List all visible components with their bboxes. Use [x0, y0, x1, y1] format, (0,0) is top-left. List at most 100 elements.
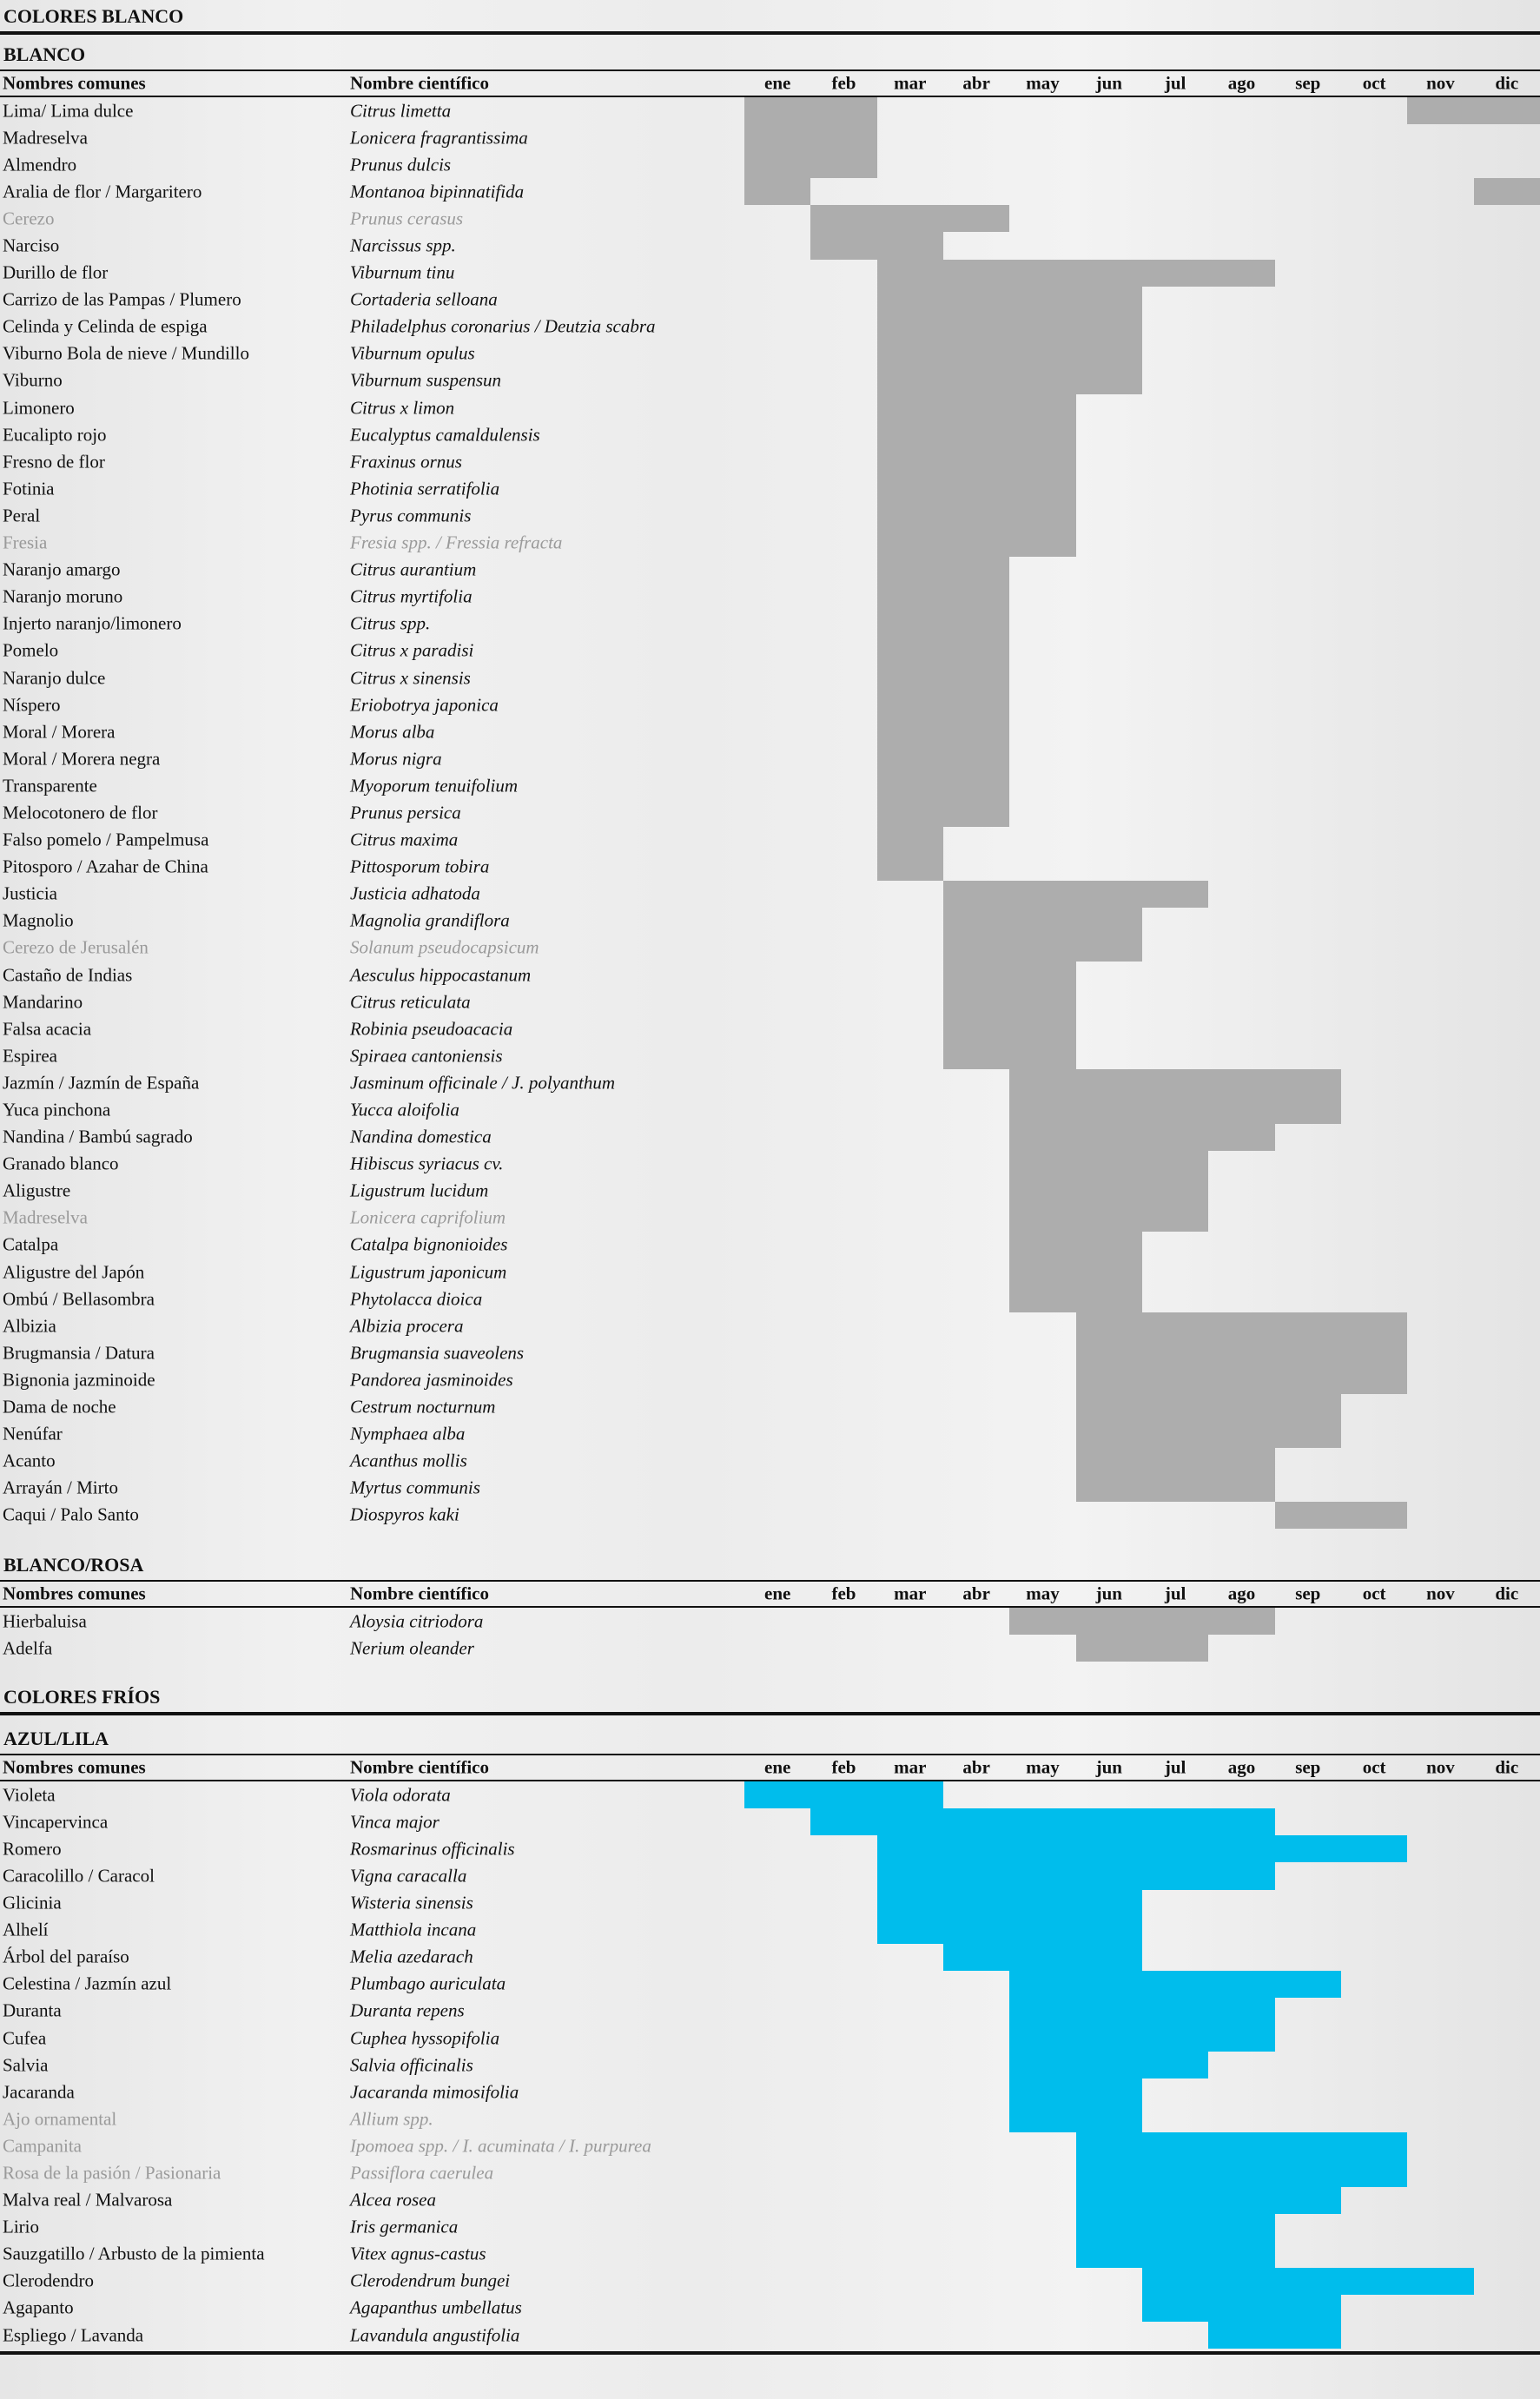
- bloom-months: [744, 745, 1540, 773]
- bloom-bar: [744, 124, 877, 152]
- table-row: Narciso Narcissus spp.: [0, 232, 1540, 260]
- bloom-months: [744, 2078, 1540, 2106]
- common-name: Moral / Morera negra: [3, 748, 161, 770]
- month-header-may: may: [1026, 1756, 1060, 1778]
- bloom-months: [744, 1069, 1540, 1097]
- scientific-name: Alcea rosea: [350, 2189, 436, 2211]
- scientific-name: Wisteria sinensis: [350, 1892, 473, 1913]
- table-row: Injerto naranjo/limonero Citrus spp.: [0, 610, 1540, 638]
- scientific-name: Pandorea jasminoides: [350, 1369, 513, 1391]
- month-header-ago: ago: [1227, 72, 1256, 94]
- bloom-months: [744, 799, 1540, 827]
- header-common-names: Nombres comunes: [3, 1756, 146, 1778]
- bloom-months: [744, 1501, 1540, 1529]
- bloom-months: [744, 421, 1540, 449]
- bloom-months: [744, 691, 1540, 719]
- common-name: Carrizo de las Pampas / Plumero: [3, 288, 241, 310]
- section-title: BLANCO: [0, 35, 1540, 71]
- bloom-months: [744, 1916, 1540, 1944]
- common-name: Naranjo amargo: [3, 558, 121, 580]
- bloom-bar: [1009, 1607, 1275, 1636]
- table-row: Transparente Myoporum tenuifolium: [0, 772, 1540, 800]
- table-row: Moral / Morera Morus alba: [0, 718, 1540, 746]
- group-title: COLORES FRÍOS: [0, 1662, 1540, 1716]
- common-name: Naranjo dulce: [3, 667, 106, 689]
- common-name: Fresia: [3, 532, 48, 553]
- bloom-bar: [876, 367, 1142, 395]
- header-common-names: Nombres comunes: [3, 72, 146, 94]
- common-name: Celestina / Jazmín azul: [3, 1973, 172, 1994]
- bloom-bar: [1009, 1285, 1142, 1313]
- common-name: Aralia de flor / Margaritero: [3, 181, 202, 202]
- bloom-bar: [876, 772, 1010, 800]
- table-row: Mandarino Citrus reticulata: [0, 988, 1540, 1016]
- scientific-name: Lonicera caprifolium: [350, 1206, 506, 1228]
- table-row: Malva real / Malvarosa Alcea rosea: [0, 2186, 1540, 2214]
- common-name: Magnolio: [3, 909, 74, 931]
- common-name: Malva real / Malvarosa: [3, 2189, 173, 2211]
- table-row: Justicia Justicia adhatoda: [0, 880, 1540, 908]
- bloom-bar: [942, 1042, 1076, 1070]
- table-row: Celinda y Celinda de espiga Philadelphus …: [0, 313, 1540, 340]
- bloom-months: [744, 340, 1540, 367]
- common-name: Adelfa: [3, 1637, 53, 1659]
- bloom-bar: [1141, 2294, 1341, 2323]
- common-name: Jacaranda: [3, 2081, 75, 2103]
- common-name: Espliego / Lavanda: [3, 2324, 144, 2346]
- scientific-name: Matthiola incana: [350, 1919, 477, 1940]
- month-header-may: may: [1026, 72, 1060, 94]
- common-name: Glicinia: [3, 1892, 62, 1913]
- scientific-name: Ipomoea spp. / I. acuminata / I. purpure…: [350, 2135, 651, 2157]
- table-row: Rosa de la pasión / Pasionaria Passiflora…: [0, 2159, 1540, 2187]
- bloom-bar: [1009, 2052, 1209, 2079]
- table-row: Nenúfar Nymphaea alba: [0, 1420, 1540, 1448]
- common-name: Madreselva: [3, 127, 88, 149]
- bloom-months: [744, 2240, 1540, 2268]
- bloom-bar: [942, 934, 1142, 962]
- bloom-months: [744, 988, 1540, 1016]
- table-row: Salvia Salvia officinalis: [0, 2052, 1540, 2079]
- table-row: Duranta Duranta repens: [0, 1997, 1540, 2025]
- bloom-bar: [1075, 1312, 1408, 1340]
- table-row: Viburno Viburnum suspensun: [0, 367, 1540, 395]
- common-name: Eucalipto rojo: [3, 424, 107, 446]
- scientific-name: Myoporum tenuifolium: [350, 775, 519, 796]
- table-row: Aligustre Ligustrum lucidum: [0, 1177, 1540, 1205]
- month-header-mar: mar: [894, 1756, 927, 1778]
- bloom-months: [744, 1123, 1540, 1151]
- scientific-name: Plumbago auriculata: [350, 1973, 506, 1994]
- bloom-months: [744, 1474, 1540, 1502]
- scientific-name: Eucalyptus camaldulensis: [350, 424, 540, 446]
- table-row: Granado blanco Hibiscus syriacus cv.: [0, 1150, 1540, 1178]
- common-name: Narciso: [3, 235, 60, 256]
- common-name: Fresno de flor: [3, 451, 105, 473]
- table-row: Cerezo de Jerusalén Solanum pseudocapsicu…: [0, 934, 1540, 962]
- table-row: Nandina / Bambú sagrado Nandina domestica: [0, 1123, 1540, 1151]
- bloom-months: [744, 1420, 1540, 1448]
- table-row: Campanita Ipomoea spp. / I. acuminata / I…: [0, 2132, 1540, 2160]
- bloom-bar: [876, 610, 1010, 638]
- bloom-months: [744, 1339, 1540, 1367]
- bloom-bar: [1009, 1970, 1341, 1998]
- common-name: Viburno Bola de nieve / Mundillo: [3, 342, 249, 364]
- month-header-jun: jun: [1095, 1583, 1122, 1604]
- bloom-months: [744, 1366, 1540, 1394]
- bloom-bar: [1009, 2078, 1142, 2106]
- bloom-months: [744, 718, 1540, 746]
- scientific-name: Agapanthus umbellatus: [350, 2297, 522, 2318]
- section-title: BLANCO/ROSA: [0, 1529, 1540, 1582]
- bloom-bar: [876, 529, 1076, 557]
- table-row: Pitosporo / Azahar de China Pittosporum t…: [0, 853, 1540, 881]
- scientific-name: Jasminum officinale / J. polyanthum: [350, 1072, 616, 1094]
- common-name: Jazmín / Jazmín de España: [3, 1072, 200, 1094]
- common-name: Agapanto: [3, 2297, 74, 2318]
- bloom-months: [744, 124, 1540, 152]
- scientific-name: Citrus spp.: [350, 612, 431, 634]
- bloom-bar: [1075, 2186, 1341, 2214]
- table-row: Cufea Cuphea hyssopifolia: [0, 2025, 1540, 2052]
- bottom-rule: [0, 2351, 1540, 2356]
- scientific-name: Fresia spp. / Fressia refracta: [350, 532, 563, 553]
- month-header-nov: nov: [1426, 72, 1455, 94]
- scientific-name: Prunus persica: [350, 802, 461, 823]
- table-row: Melocotonero de flor Prunus persica: [0, 799, 1540, 827]
